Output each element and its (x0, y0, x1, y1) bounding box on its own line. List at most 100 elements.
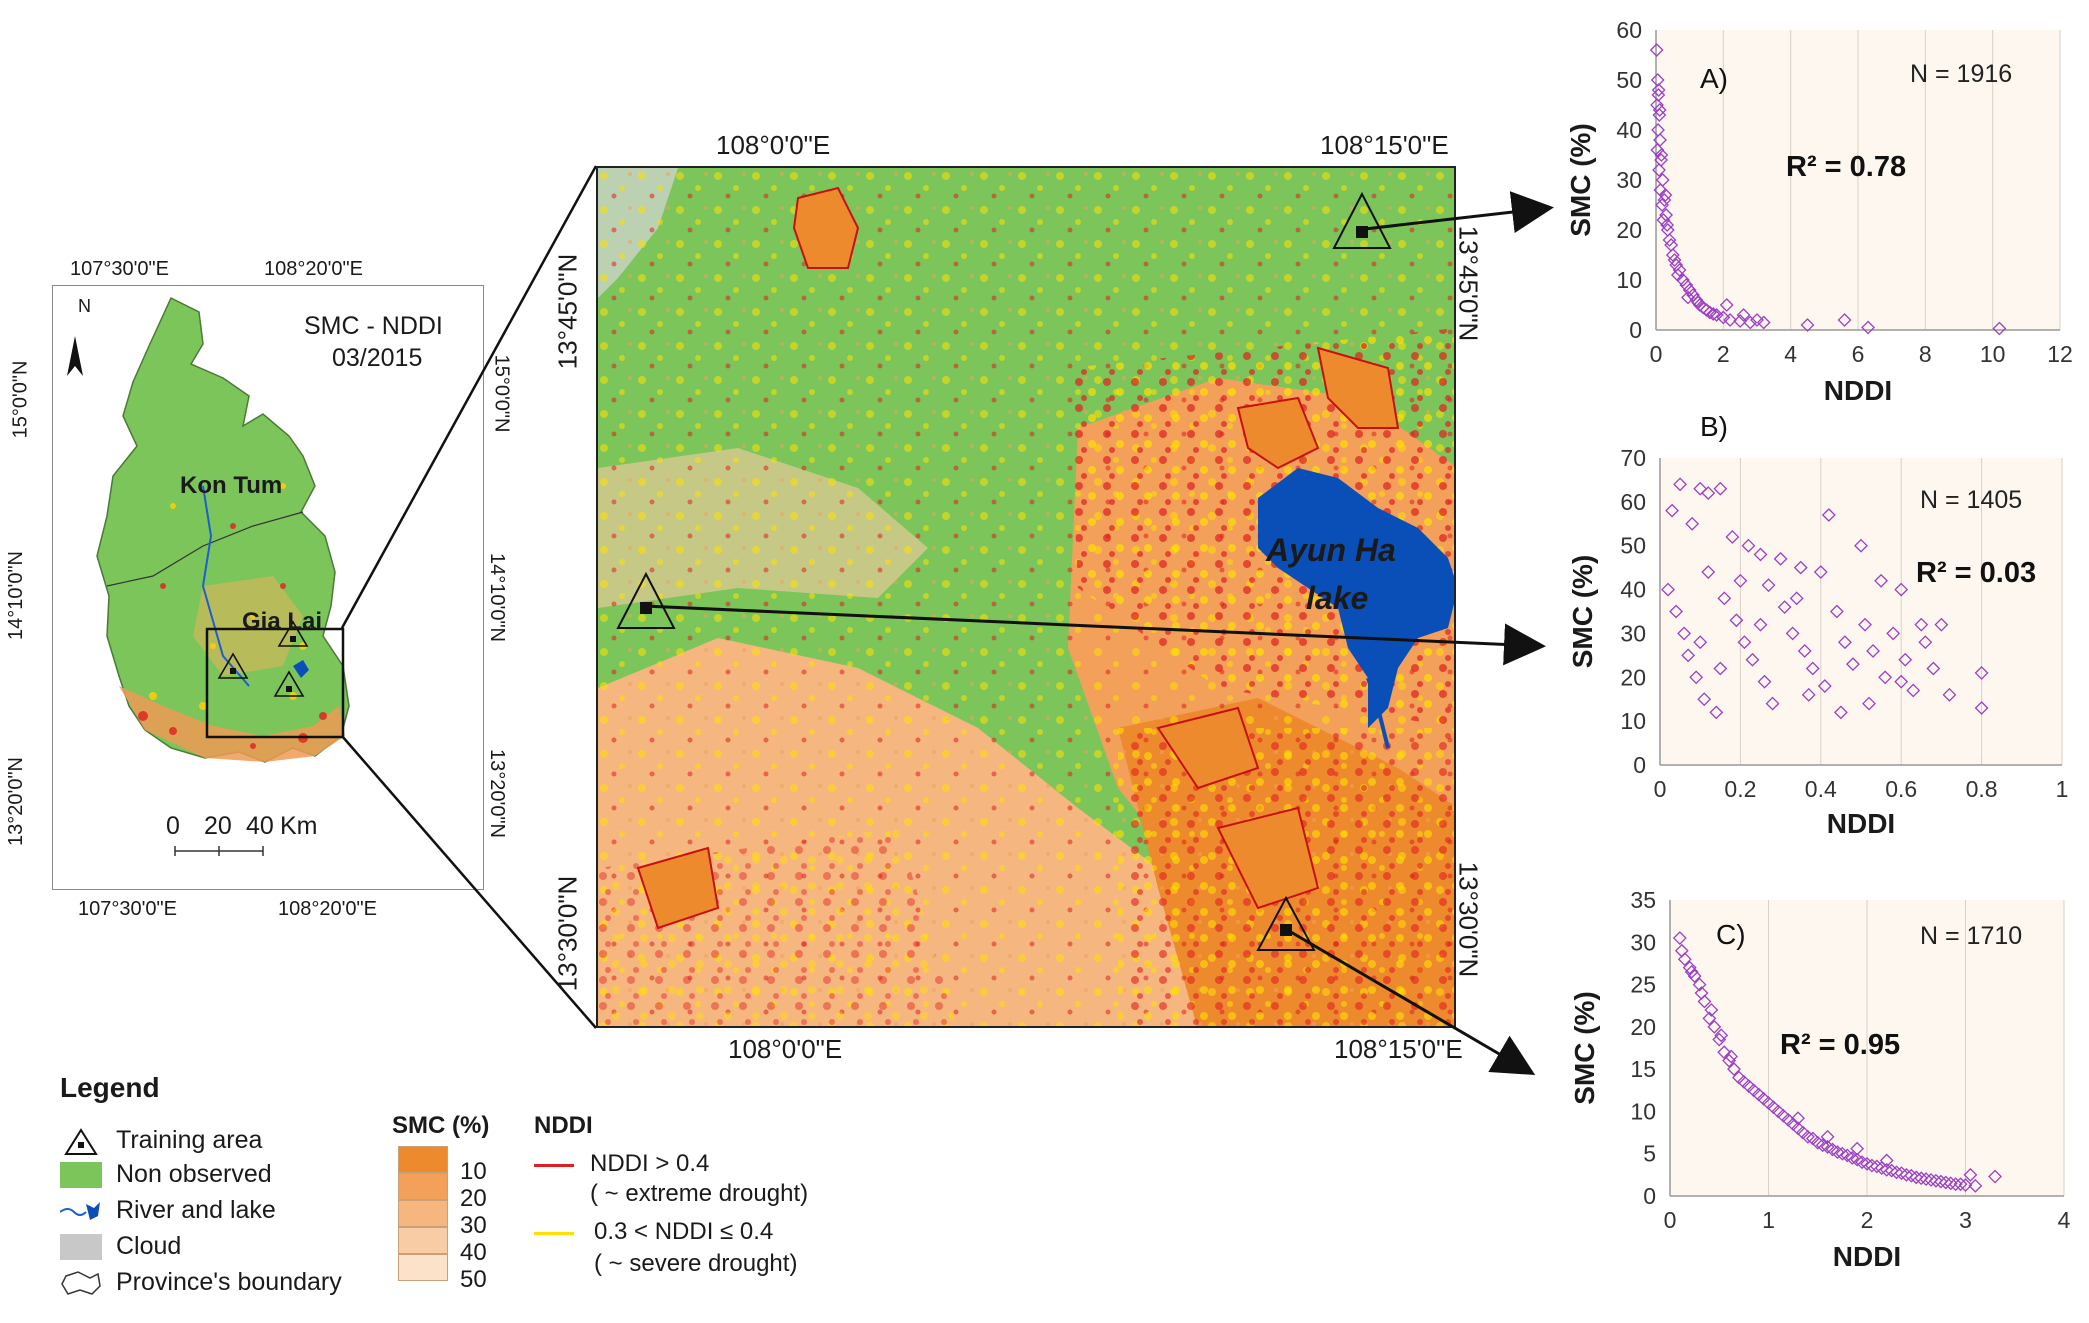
legend-title: Legend (60, 1072, 160, 1103)
data-point (1833, 705, 1848, 720)
y-tick-label: 20 (1620, 664, 1646, 690)
r2-label: R² = 0.95 (1780, 1029, 1900, 1061)
data-point (1855, 1155, 1869, 1170)
data-point (1898, 652, 1913, 667)
data-point (1894, 674, 1909, 689)
x-tick-label: 1 (1762, 1207, 1775, 1233)
data-point (1737, 635, 1752, 650)
data-point (1736, 1074, 1751, 1089)
data-point (1665, 248, 1680, 262)
data-point (1992, 321, 2007, 336)
data-point (1736, 308, 1751, 322)
data-point (1821, 508, 1836, 522)
data-point (1934, 617, 1949, 632)
training-areas (217, 620, 309, 697)
data-point (1729, 613, 1744, 628)
data-point (1889, 1165, 1904, 1180)
data-point (1652, 163, 1666, 177)
data-point (1722, 1053, 1737, 1068)
data-point (1660, 218, 1675, 232)
data-point (1673, 477, 1688, 492)
data-point (1813, 565, 1828, 579)
x-tick-label: 0.2 (1724, 776, 1756, 802)
y-tick-label: 30 (1620, 620, 1646, 646)
data-point (1835, 1146, 1850, 1161)
data-point (1899, 1167, 1914, 1182)
data-point (1894, 1166, 1909, 1181)
data-point (1968, 1178, 1983, 1193)
green-swatch-icon (60, 1161, 102, 1188)
y-tick-label: 60 (1620, 489, 1646, 515)
x-tick-label: 4 (2058, 1207, 2071, 1233)
data-point (1723, 313, 1737, 327)
data-point (1866, 644, 1880, 658)
data-point (1874, 573, 1889, 588)
y-tick-label: 0 (1633, 752, 1646, 778)
overview-title-1: SMC - NDDI (304, 312, 443, 340)
nddi-extreme-desc: ( ~ extreme drought) (590, 1180, 809, 1207)
data-point (1861, 320, 1876, 335)
main-lon-bottom-2: 108°15'0"E (1334, 1034, 1463, 1064)
data-point (1706, 307, 1721, 321)
data-point (1838, 635, 1852, 650)
data-point (1776, 1108, 1791, 1123)
province-divider (106, 511, 304, 587)
data-point (1672, 263, 1687, 277)
inset-frame (205, 627, 345, 739)
data-point (1693, 481, 1708, 496)
overview-lon-top-1: 107°30'0"E (70, 258, 169, 280)
data-point (1676, 273, 1690, 287)
y-tick-label: 5 (1643, 1141, 1656, 1167)
data-point (1909, 1170, 1924, 1185)
region-label-kontum: Kon Tum (180, 472, 283, 499)
y-axis-title: SMC (%) (1569, 991, 1600, 1105)
data-point (1830, 1145, 1845, 1159)
data-point (1674, 943, 1689, 958)
data-point (1692, 977, 1707, 992)
overview-map (52, 285, 484, 890)
data-point (1918, 635, 1933, 650)
scale-tick-40: 40 (246, 812, 274, 840)
data-point (1681, 648, 1696, 663)
data-point (1693, 635, 1708, 650)
data-point (1650, 73, 1665, 87)
data-point (1727, 1062, 1741, 1077)
smc-swatch-40 (398, 1227, 448, 1254)
plot-area (1660, 458, 2062, 765)
data-point (1869, 1159, 1884, 1174)
data-point (1665, 503, 1679, 518)
data-point (1670, 268, 1685, 282)
data-point (1879, 1162, 1894, 1177)
x-tick-label: 2 (1717, 341, 1730, 367)
data-point (1800, 1129, 1815, 1144)
triangle-icon (60, 1127, 102, 1155)
data-point (1649, 43, 1664, 57)
data-point (1765, 696, 1780, 711)
n-label: N = 1405 (1920, 486, 2022, 514)
data-point (1786, 1117, 1801, 1132)
data-point (1850, 1141, 1865, 1156)
data-point (1904, 1168, 1919, 1183)
overview-title-2: 03/2015 (332, 344, 423, 372)
y-tick-label: 20 (1616, 217, 1642, 243)
data-point (1651, 88, 1666, 102)
x-tick-label: 0 (1654, 776, 1667, 802)
data-point (1886, 626, 1901, 641)
overview-lon-bottom-1: 107°30'0"E (78, 898, 177, 920)
data-point (1659, 208, 1674, 222)
nddi-extreme-line-icon (534, 1164, 574, 1167)
nddi-severe-line-icon (534, 1232, 574, 1235)
smc-value-40: 40 (460, 1239, 487, 1266)
y-tick-label: 70 (1620, 445, 1646, 471)
x-tick-label: 0.4 (1805, 776, 1837, 802)
data-point (1756, 315, 1771, 330)
data-point (1926, 661, 1941, 676)
data-point (1661, 582, 1675, 597)
data-point (1854, 538, 1868, 553)
smc-value-20: 20 (460, 1185, 487, 1212)
data-point (1785, 626, 1800, 641)
data-point (1714, 1028, 1729, 1043)
scalebar-icon (174, 846, 264, 856)
